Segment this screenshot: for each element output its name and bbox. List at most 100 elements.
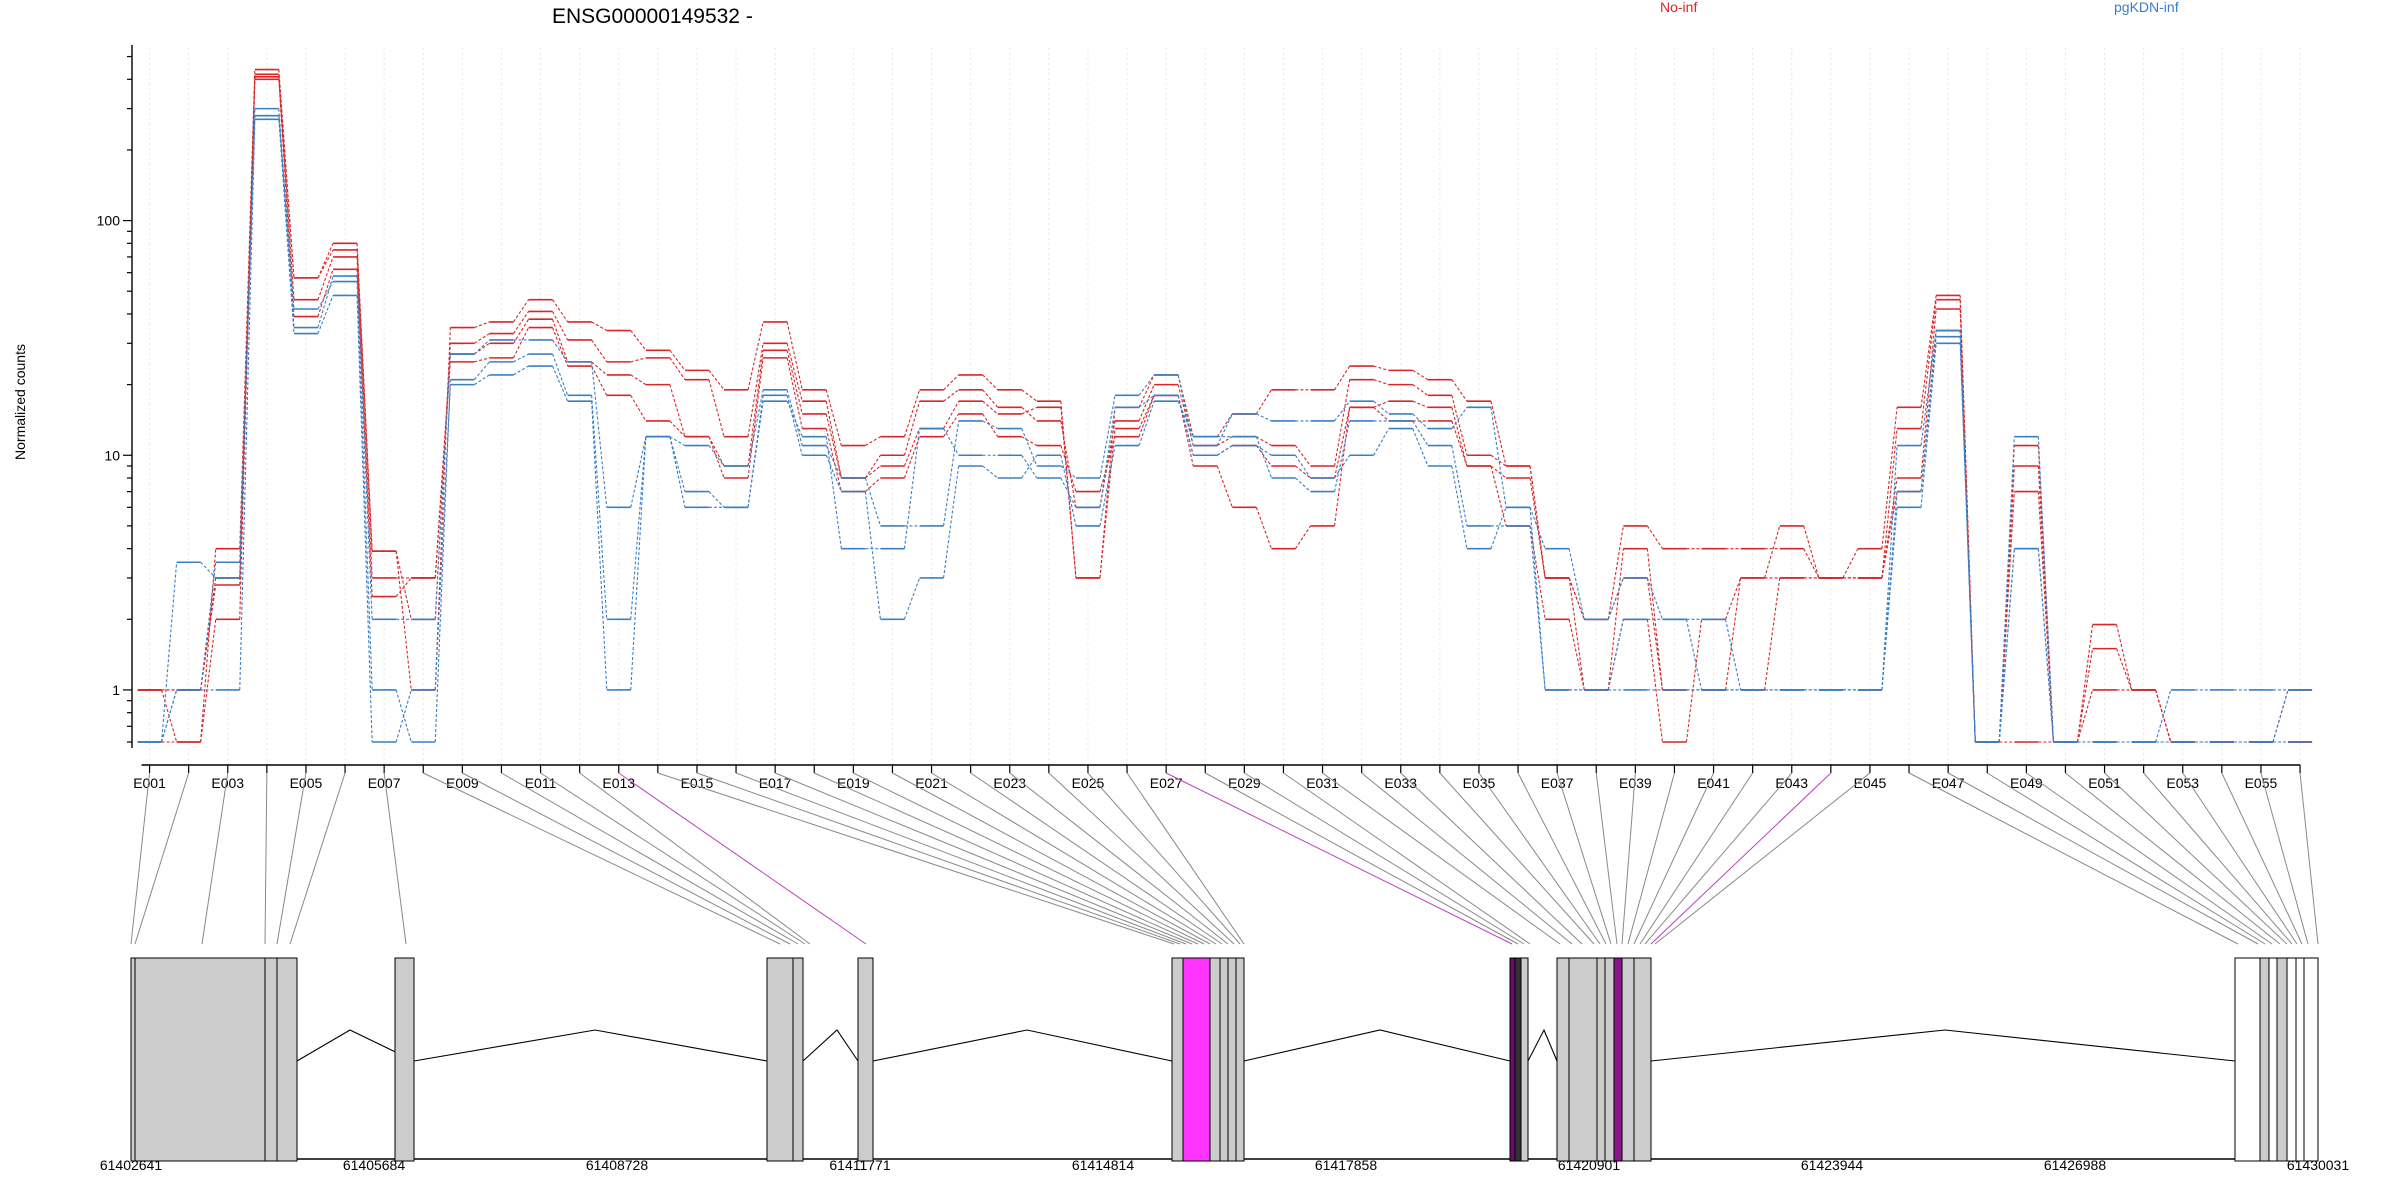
legend-no-inf: No-inf	[1660, 0, 1697, 15]
connector-line	[1654, 772, 1871, 945]
genome-tick-label: 61426988	[2044, 1157, 2107, 1173]
segment-line	[1373, 400, 1390, 415]
segment-line	[943, 400, 960, 429]
segment-line	[1881, 491, 1898, 690]
segment-line	[1412, 400, 1429, 408]
segment-line	[1216, 436, 1233, 447]
segment-line	[317, 269, 334, 317]
segment-line	[747, 389, 764, 467]
segment-line	[1881, 445, 1898, 690]
connector-line	[1986, 772, 2266, 945]
segment-line	[356, 249, 373, 552]
segment-line	[1334, 400, 1351, 422]
connector-line	[931, 772, 1217, 945]
segment-line	[708, 436, 725, 467]
segment-line	[1295, 445, 1311, 467]
segment-line	[1373, 365, 1389, 371]
segment-line	[1255, 389, 1272, 415]
segment-line	[943, 389, 959, 402]
connector-line	[2104, 772, 2288, 945]
segment-line	[1138, 374, 1155, 408]
exon-block	[2259, 957, 2270, 1162]
exon-block	[1613, 957, 1623, 1162]
exon-tick-label: E031	[1306, 775, 1339, 791]
segment-line	[1060, 465, 1077, 479]
exon-tick-label: E011	[525, 775, 557, 791]
segment-line	[1060, 477, 1077, 508]
segment-line	[278, 119, 295, 334]
exon-block	[1509, 957, 1516, 1162]
segment-line	[943, 428, 960, 456]
intron-line	[1650, 1029, 2236, 1062]
connector-line	[1627, 772, 1675, 945]
exon-tick-label: E035	[1463, 775, 1496, 791]
connector-line	[201, 772, 229, 945]
exon-tick-label: E045	[1854, 775, 1887, 791]
genome-tick-label: 61423944	[1801, 1157, 1864, 1173]
segment-line	[161, 689, 178, 743]
segment-line	[1490, 454, 1507, 467]
connector-line	[264, 772, 268, 945]
series-no-inf-2	[137, 75, 2313, 743]
exon-block	[264, 957, 278, 1162]
segment-line	[591, 361, 608, 508]
segment-line	[356, 276, 373, 620]
segment-line	[473, 361, 490, 380]
segment-line	[591, 365, 608, 396]
segment-line	[1451, 465, 1468, 549]
exon-tick-label: E009	[446, 775, 479, 791]
connector-line	[1556, 772, 1612, 945]
segment-line	[1373, 406, 1390, 422]
exon-block	[2295, 957, 2305, 1162]
series-lines	[137, 68, 2313, 743]
segment-line	[1021, 454, 1038, 479]
segment-line	[865, 436, 881, 447]
segment-line	[591, 361, 608, 376]
y-tick-label: 1	[112, 682, 120, 698]
segment-line	[1021, 436, 1038, 447]
segment-line	[1568, 577, 1585, 691]
segment-line	[669, 420, 686, 438]
segment-line	[1490, 401, 1507, 467]
segment-line	[669, 357, 686, 380]
exon-block	[1621, 957, 1635, 1162]
connector-line	[1621, 772, 1636, 945]
exon-connector-lines	[130, 772, 2319, 945]
segment-line	[512, 299, 530, 323]
segment-line	[669, 384, 686, 437]
segment-line	[1607, 525, 1624, 620]
connector-line	[130, 772, 151, 945]
segment-line	[1803, 548, 1820, 579]
segment-line	[903, 428, 921, 467]
segment-line	[474, 321, 490, 329]
segment-line	[434, 384, 451, 690]
segment-line	[1256, 413, 1272, 422]
segment-line	[1216, 445, 1233, 456]
segment-line	[1412, 413, 1429, 429]
exon-block	[1235, 957, 1245, 1162]
axes: 1 10 100 E001 E003 E005 E007 E009 E011 E013 E015 E0…	[97, 45, 2301, 791]
connector-line	[1244, 772, 1525, 945]
segment-line	[512, 327, 530, 359]
segment-line	[1216, 413, 1233, 437]
connector-line	[1009, 772, 1229, 945]
segment-line	[630, 436, 647, 508]
segment-line	[1725, 577, 1742, 620]
segment-line	[1295, 465, 1311, 479]
intron-line	[296, 1029, 415, 1062]
segment-line	[1568, 548, 1585, 620]
segment-line	[786, 395, 803, 456]
segment-line	[278, 74, 295, 278]
segment-line	[317, 249, 334, 279]
connector-line	[2065, 772, 2281, 945]
segment-line	[1099, 436, 1116, 492]
segment-line	[200, 562, 217, 691]
segment-line	[1490, 407, 1507, 508]
segment-line	[1099, 407, 1116, 508]
segment-line	[1451, 420, 1468, 467]
segment-line	[1568, 619, 1585, 691]
segment-line	[474, 342, 490, 355]
exon-tick-label: E047	[1932, 775, 1965, 791]
segment-line	[1803, 525, 1820, 579]
segment-line	[2076, 624, 2094, 743]
